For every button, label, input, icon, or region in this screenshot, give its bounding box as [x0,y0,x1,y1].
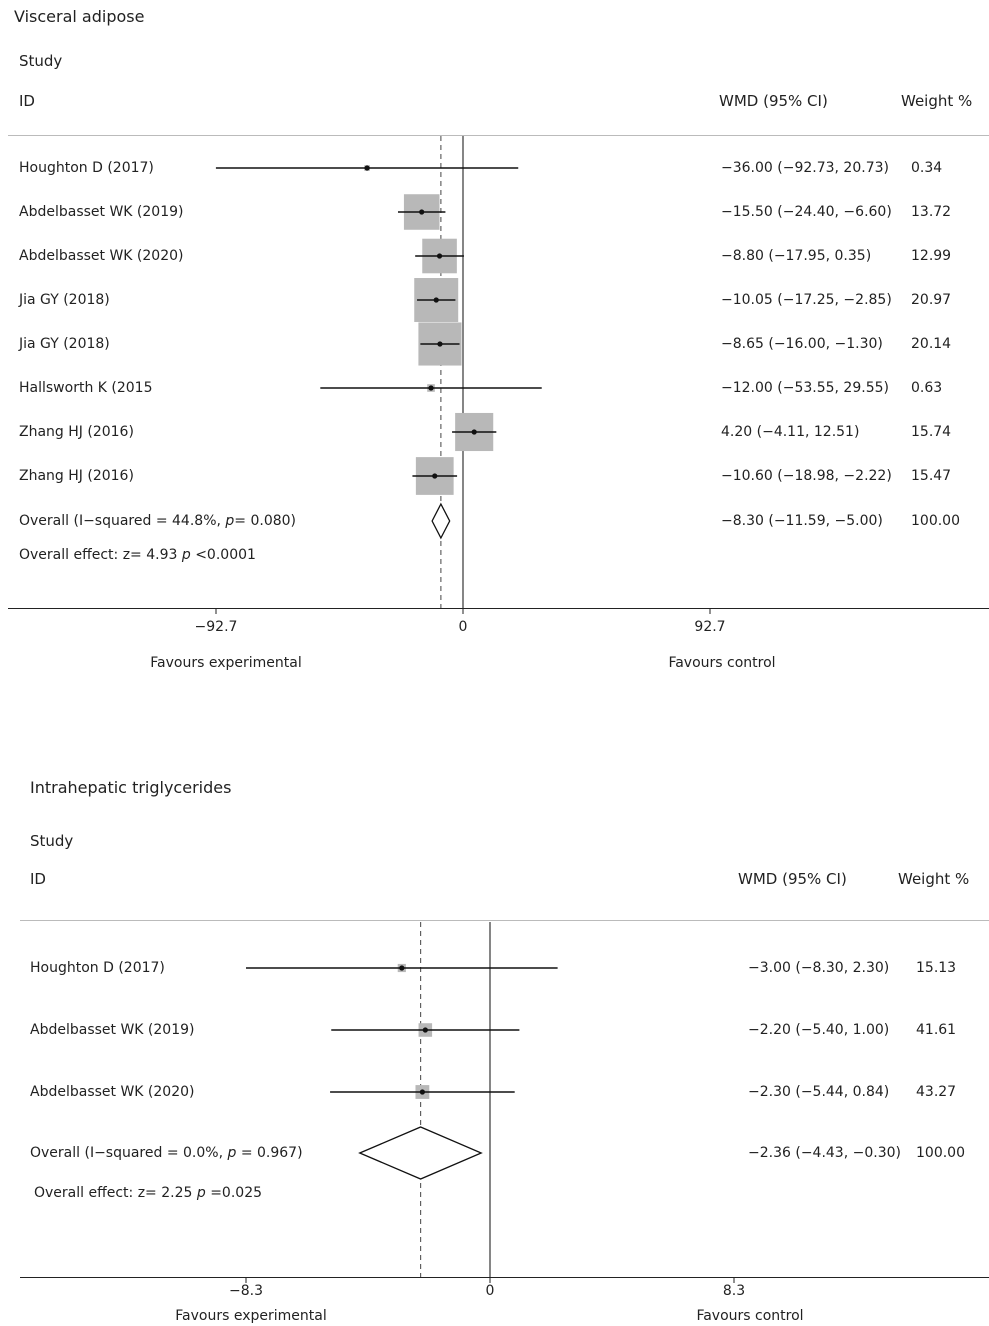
study-label: Hallsworth K (2015 [19,380,153,396]
study-point-estimate [422,1027,428,1033]
study-weight: 41.61 [916,1022,957,1038]
study-point-estimate [437,341,443,347]
overall-weight: 100.00 [911,513,960,529]
study-label: Houghton D (2017) [19,160,154,176]
overall-label-value: = 0.080) [234,513,297,529]
study-point-estimate [432,473,438,479]
panel-title: Visceral adipose [14,7,145,26]
overall-effect-p: p [181,547,191,563]
header-divider [8,135,989,136]
study-wmd-ci: −3.00 (−8.30, 2.30) [748,960,890,976]
study-point-estimate [419,1089,425,1095]
study-point-estimate [399,965,405,971]
study-wmd-ci: −8.80 (−17.95, 0.35) [721,248,872,264]
x-axis-tick-label: 0 [485,1283,495,1299]
study-weight: 0.34 [911,160,943,176]
favours-control-label: Favours control [696,1308,804,1324]
overall-effect-pvalue: <0.0001 [190,547,256,563]
header-wmd: WMD (95% CI) [738,870,847,888]
overall-label-p: p [225,513,235,529]
study-label: Abdelbasset WK (2020) [30,1084,195,1100]
overall-diamond [431,502,451,540]
overall-effect-z: Overall effect: z= 2.25 [34,1185,197,1201]
study-label: Houghton D (2017) [30,960,165,976]
x-axis-tick-label: −8.3 [229,1283,263,1299]
study-point-estimate [471,429,477,435]
study-point-estimate [436,253,443,259]
favours-control-label: Favours control [668,655,776,671]
study-wmd-ci: −15.50 (−24.40, −6.60) [721,204,892,220]
study-weight: 0.63 [911,380,943,396]
overall-label-text: Overall (I−squared = 0.0%, [30,1145,228,1161]
study-weight: 15.13 [916,960,957,976]
study-label: Jia GY (2018) [19,292,110,308]
study-label: Zhang HJ (2016) [19,424,134,440]
overall-effect-z: Overall effect: z= 4.93 [19,547,182,563]
study-point-estimate [419,209,425,215]
overall-label: Overall (I−squared = 0.0%, p = 0.967) [30,1144,303,1162]
overall-label-text: Overall (I−squared = 44.8%, [19,513,226,529]
overall-effect-pvalue: =0.025 [205,1185,263,1201]
x-axis-tick-label: 0 [458,619,468,635]
study-wmd-ci: −12.00 (−53.55, 29.55) [721,380,889,396]
study-wmd-ci: −8.65 (−16.00, −1.30) [721,336,883,352]
header-study: Study [19,52,63,70]
study-weight: 13.72 [911,204,952,220]
overall-wmd-ci: −2.36 (−4.43, −0.30) [748,1145,901,1161]
overall-diamond [358,1126,483,1180]
header-study: Study [30,832,74,850]
study-weight: 20.14 [911,336,952,352]
overall-effect-text: Overall effect: z= 2.25 p =0.025 [34,1184,262,1202]
study-label: Jia GY (2018) [19,336,110,352]
forest-plot-area [215,136,711,614]
x-axis-tick-label: 8.3 [722,1283,746,1299]
forest-plot-area [245,922,735,1283]
study-wmd-ci: −10.05 (−17.25, −2.85) [721,292,892,308]
overall-label-value: = 0.967) [236,1145,303,1161]
overall-effect-p: p [196,1185,206,1201]
overall-wmd-ci: −8.30 (−11.59, −5.00) [721,513,883,529]
study-weight: 12.99 [911,248,952,264]
header-id: ID [19,92,35,110]
forest-plot-visceral-adipose: Visceral adipose Study ID WMD (95% CI) W… [8,7,989,671]
panel-title: Intrahepatic triglycerides [30,778,232,797]
header-divider [20,920,989,921]
x-axis-line [8,608,989,609]
favours-experimental-label: Favours experimental [150,655,302,671]
study-label: Zhang HJ (2016) [19,468,134,484]
x-axis-line [20,1277,989,1278]
study-wmd-ci: −2.30 (−5.44, 0.84) [748,1084,890,1100]
header-weight: Weight % [901,92,973,110]
study-weight: 15.47 [911,468,952,484]
x-axis-tick-label: −92.7 [194,619,238,635]
header-id: ID [30,870,46,888]
study-wmd-ci: −2.20 (−5.40, 1.00) [748,1022,890,1038]
study-wmd-ci: −10.60 (−18.98, −2.22) [721,468,892,484]
overall-label-p: p [227,1145,237,1161]
study-point-estimate [428,385,434,391]
study-label: Abdelbasset WK (2020) [19,248,184,264]
overall-effect-text: Overall effect: z= 4.93 p <0.0001 [19,546,256,564]
study-label: Abdelbasset WK (2019) [19,204,184,220]
study-point-estimate [433,297,439,303]
study-wmd-ci: −36.00 (−92.73, 20.73) [721,160,889,176]
study-weight: 20.97 [911,292,952,308]
study-point-estimate [364,165,370,171]
header-wmd: WMD (95% CI) [719,92,828,110]
forest-plot-intrahepatic-triglycerides: Intrahepatic triglycerides Study ID WMD … [0,770,989,1326]
overall-label: Overall (I−squared = 44.8%, p= 0.080) [19,512,296,530]
overall-weight: 100.00 [916,1145,965,1161]
study-weight: 43.27 [916,1084,957,1100]
header-weight: Weight % [898,870,970,888]
favours-experimental-label: Favours experimental [175,1308,327,1324]
study-label: Abdelbasset WK (2019) [30,1022,195,1038]
study-weight: 15.74 [911,424,952,440]
study-wmd-ci: 4.20 (−4.11, 12.51) [721,424,860,440]
x-axis-tick-label: 92.7 [694,619,726,635]
